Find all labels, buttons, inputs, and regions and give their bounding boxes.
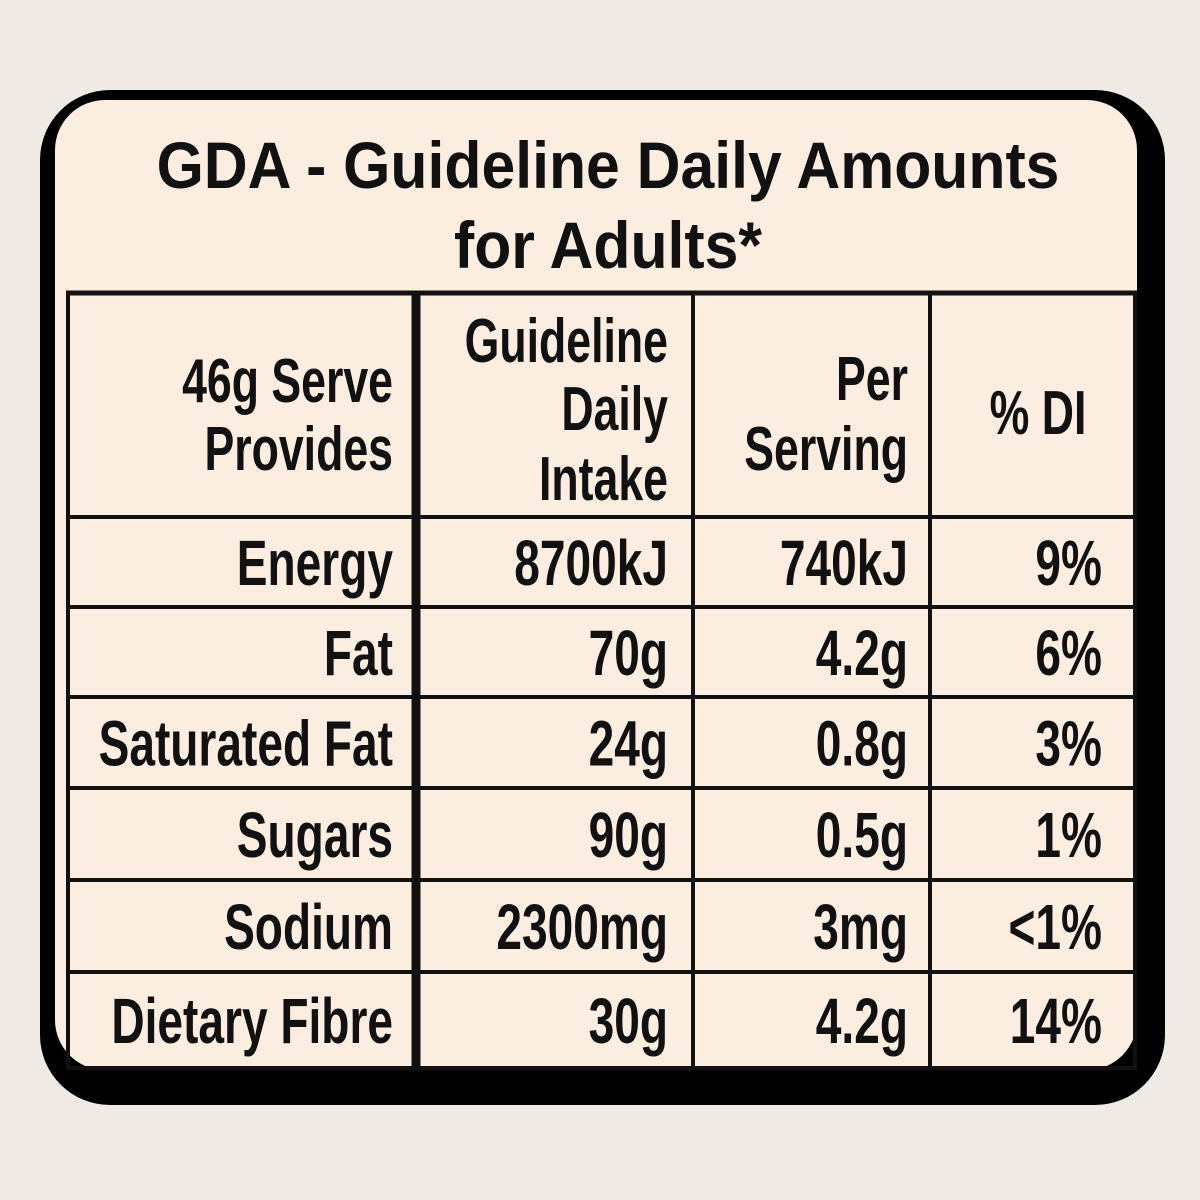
card xyxy=(55,100,1137,1070)
nutrient-value: 70g xyxy=(589,618,668,689)
nutrient-value: 8700kJ xyxy=(514,528,668,599)
nutrient-value: 0.5g xyxy=(816,800,908,871)
column-header: Daily xyxy=(561,375,668,444)
title-line: for Adults* xyxy=(454,210,762,283)
nutrient-value: 4.2g xyxy=(816,618,908,689)
column-header: Per xyxy=(836,345,908,414)
nutrient-value: <1% xyxy=(1009,892,1102,963)
nutrient-name: Saturated Fat xyxy=(99,708,393,779)
column-header: Provides xyxy=(204,415,393,484)
column-header: 46g Serve xyxy=(182,347,393,416)
column-header: % DI xyxy=(990,379,1087,448)
nutrient-value: 1% xyxy=(1035,800,1102,871)
nutrient-value: 30g xyxy=(589,986,668,1057)
nutrient-value: 0.8g xyxy=(816,708,908,779)
nutrient-value: 14% xyxy=(1010,986,1102,1057)
nutrient-name: Sodium xyxy=(224,892,393,963)
nutrient-name: Energy xyxy=(237,528,393,599)
column-header: Guideline xyxy=(465,307,668,376)
nutrient-value: 24g xyxy=(589,708,668,779)
grid xyxy=(66,290,1137,1070)
nutrient-value: 2300mg xyxy=(496,892,668,963)
title-line: GDA - Guideline Daily Amounts xyxy=(157,130,1060,203)
nutrient-value: 3mg xyxy=(813,892,908,963)
nutrient-value: 740kJ xyxy=(780,528,908,599)
column-header: Intake xyxy=(539,445,668,514)
nutrient-name: Fat xyxy=(324,618,393,689)
nutrient-name: Dietary Fibre xyxy=(111,986,393,1057)
nutrient-value: 90g xyxy=(589,800,668,871)
column-header: Serving xyxy=(744,415,908,484)
nutrient-value: 9% xyxy=(1035,528,1102,599)
nutrient-name: Sugars xyxy=(237,800,393,871)
nutrient-value: 3% xyxy=(1035,708,1102,779)
nutrient-value: 6% xyxy=(1035,618,1102,689)
nutrient-value: 4.2g xyxy=(816,986,908,1057)
